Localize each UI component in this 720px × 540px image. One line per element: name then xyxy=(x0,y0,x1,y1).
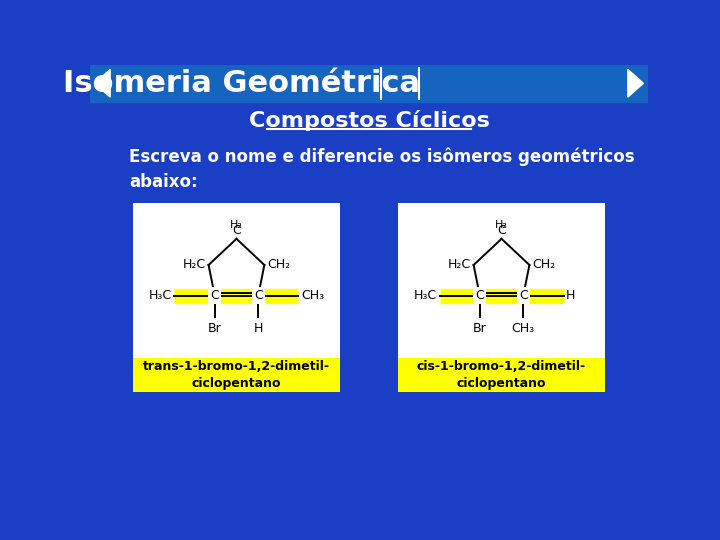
Bar xyxy=(397,358,606,392)
Text: C: C xyxy=(254,289,263,302)
Text: H₂: H₂ xyxy=(230,220,243,231)
Text: Br: Br xyxy=(473,322,487,335)
Text: H₂: H₂ xyxy=(495,220,508,231)
Text: CH₂: CH₂ xyxy=(267,259,291,272)
Text: C: C xyxy=(497,224,506,237)
Text: C: C xyxy=(232,224,241,237)
Bar xyxy=(132,204,341,392)
Text: H₃C: H₃C xyxy=(149,289,172,302)
Polygon shape xyxy=(628,70,644,97)
Text: CH₃: CH₃ xyxy=(301,289,324,302)
Text: C: C xyxy=(210,289,219,302)
Text: CH₂: CH₂ xyxy=(533,259,556,272)
Bar xyxy=(132,358,341,392)
Bar xyxy=(90,65,648,102)
Text: trans-1-bromo-1,2-dimetil-
ciclopentano: trans-1-bromo-1,2-dimetil- ciclopentano xyxy=(143,360,330,390)
Text: C: C xyxy=(519,289,528,302)
Text: H₂C: H₂C xyxy=(182,259,205,272)
Text: H₂C: H₂C xyxy=(447,259,471,272)
Text: CH₃: CH₃ xyxy=(512,322,535,335)
Text: H: H xyxy=(566,289,575,302)
Text: H: H xyxy=(253,322,263,335)
Text: H₃C: H₃C xyxy=(414,289,437,302)
Polygon shape xyxy=(94,70,110,97)
Text: cis-1-bromo-1,2-dimetil-
ciclopentano: cis-1-bromo-1,2-dimetil- ciclopentano xyxy=(417,360,586,390)
Text: Br: Br xyxy=(208,322,222,335)
Text: Isomeria Geométrica: Isomeria Geométrica xyxy=(63,69,420,98)
Text: Compostos Cíclicos: Compostos Cíclicos xyxy=(248,110,490,131)
Text: C: C xyxy=(475,289,484,302)
Text: Escreva o nome e diferencie os isômeros geométricos
abaixo:: Escreva o nome e diferencie os isômeros … xyxy=(129,148,634,192)
Bar xyxy=(397,204,606,392)
